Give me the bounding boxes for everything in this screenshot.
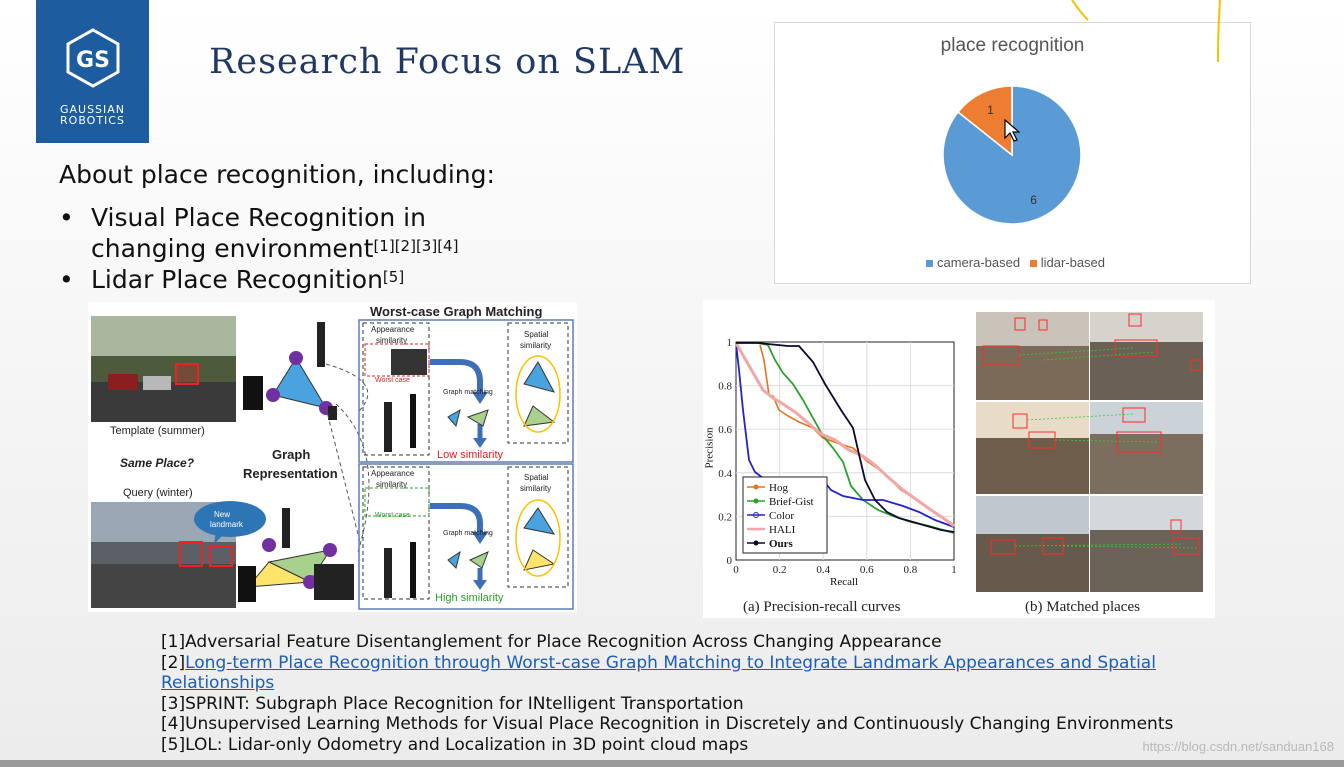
pr-legend-hog: Hog [769,482,788,494]
spatial-label-bottom: Spatial [524,473,549,482]
bullet-1-line1: Visual Place Recognition in [91,203,426,232]
precision-recall-figure: 0 0.2 0.4 0.6 0.8 1 0 0.2 0.4 0.6 0.8 1 [703,300,1215,618]
graph-rep-line1: Graph [272,447,311,462]
graph-matching-figure: Worst-case Graph Matching Template (summ… [88,302,577,612]
pr-y-tick: 0.8 [718,381,732,393]
bullet-2-text: Lidar Place Recognition [91,265,383,294]
pr-x-tick: 0.4 [816,564,830,576]
appearance-similarity-bottom: similarity [376,480,408,489]
new-landmark-line1: New [214,510,231,519]
pr-y-tick: 0.6 [718,424,732,436]
legend-label-lidar: lidar-based [1040,255,1106,270]
logo-text-line1: GAUSSIAN [59,103,126,116]
appearance-label-top: Appearance [371,325,415,334]
bullet-list: Visual Place Recognition in changing env… [59,202,458,295]
reference-1: [1]Adversarial Feature Disentanglement f… [161,632,942,652]
gaussian-robotics-logo: GS GAUSSIAN ROBOTICS [36,0,149,143]
new-landmark-line2: landmark [210,520,243,529]
pr-legend-hali: HALI [769,524,796,536]
caption-matched-places: (b) Matched places [1025,599,1140,615]
bullet-2-citation: [5] [382,268,405,286]
bullet-visual-place-recognition: Visual Place Recognition in changing env… [59,202,458,264]
reference-2-link[interactable]: Long-term Place Recognition through Wors… [161,652,1156,694]
low-similarity-label: Low similarity [437,449,504,461]
legend-swatch-lidar [1029,259,1037,267]
pr-xlabel: Recall [830,576,859,588]
bullet-1-citation: [1][2][3][4] [373,237,459,255]
worst-case-top: Worst case [375,377,410,384]
bullet-lidar-place-recognition: Lidar Place Recognition[5] [59,264,458,295]
pen-annotation [1071,0,1221,63]
graph-figure-header: Worst-case Graph Matching [370,304,543,319]
slide-title: Research Focus on SLAM [209,42,686,82]
appearance-similarity-top: similarity [376,336,408,345]
spatial-similarity-top: similarity [520,341,552,350]
graph-rep-line2: Representation [243,466,338,481]
mouse-cursor-icon [1004,119,1020,142]
pr-x-tick: 1 [951,564,957,576]
template-label: Template (summer) [110,425,205,437]
pr-x-tick: 0.6 [860,564,874,576]
svg-text:GS: GS [76,48,110,73]
bottom-bar [0,760,1344,767]
reference-5: [5]LOL: Lidar-only Odometry and Localiza… [161,734,749,755]
reference-2: [2]Long-term Place Recognition through W… [161,653,1201,694]
logo-text-line2: ROBOTICS [60,114,125,127]
spatial-label-top: Spatial [524,330,549,339]
reference-3: [3]SPRINT: Subgraph Place Recognition fo… [161,693,744,714]
references: [1]Adversarial Feature Disentanglement f… [161,632,1201,755]
high-similarity-label: High similarity [435,592,504,604]
pr-legend-color: Color [769,510,795,522]
graph-matching-top: Graph matching [443,389,493,396]
pie-legend: camera-based lidar-based [775,255,1250,270]
reference-2-prefix: [2] [161,652,186,673]
legend-swatch-camera [925,259,933,267]
pie-chart: 61 [942,85,1082,225]
pie-data-label-camera-based: 6 [1030,193,1037,207]
pr-legend-brief-gist: Brief-Gist [769,496,814,508]
caption-pr-curves: (a) Precision-recall curves [743,599,901,615]
same-place-label: Same Place? [120,456,195,470]
pie-chart-title: place recognition [940,35,1085,56]
watermark: https://blog.csdn.net/sanduan168 [1142,739,1334,754]
graph-figure-drawing [91,316,574,610]
bullet-1-line2: changing environment [91,234,374,263]
legend-label-camera: camera-based [936,255,1021,270]
spatial-similarity-bottom: similarity [520,484,552,493]
pr-y-tick: 0 [727,555,733,567]
pr-y-tick: 0.4 [718,468,732,480]
intro-text: About place recognition, including: [59,160,495,189]
pr-x-tick: 0 [733,564,739,576]
pr-x-tick: 0.8 [904,564,918,576]
pr-y-tick: 0.2 [718,511,732,523]
query-label: Query (winter) [123,487,193,499]
reference-4: [4]Unsupervised Learning Methods for Vis… [161,714,1174,734]
pie-slice-lidar-based [956,85,1013,157]
pr-legend-labels: Hog Brief-Gist Color HALI Ours [769,481,814,551]
graph-matching-bottom: Graph matching [443,530,493,537]
gs-logo-icon: GS [66,28,120,88]
pr-ylabel: Precision [703,427,716,469]
pr-y-tick: 1 [727,337,733,349]
worst-case-bottom: Worst case [375,512,410,519]
pr-figure-drawing: 0 0.2 0.4 0.6 0.8 1 0 0.2 0.4 0.6 0.8 1 [718,312,1203,592]
pr-x-tick: 0.2 [773,564,787,576]
pie-data-label-lidar-based: 1 [987,103,994,117]
appearance-label-bottom: Appearance [371,469,415,478]
pr-legend-ours: Ours [769,538,793,550]
